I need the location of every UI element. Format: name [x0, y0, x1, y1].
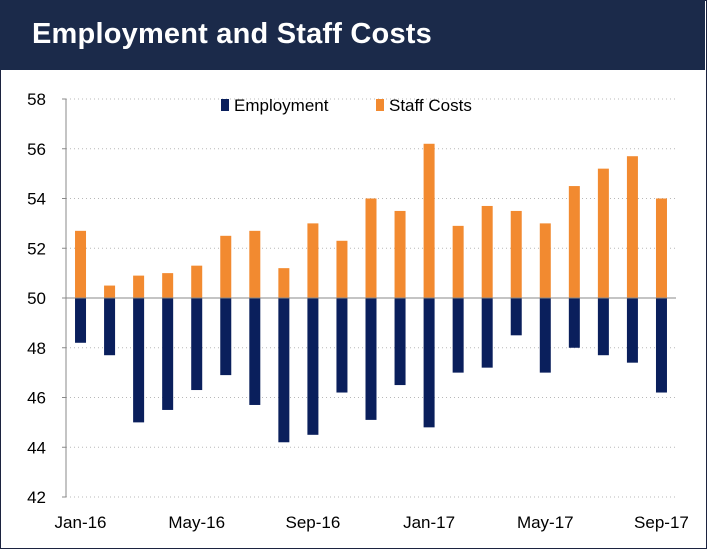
- employment-bar: [423, 298, 435, 428]
- y-tick-label: 44: [27, 438, 46, 457]
- staff-costs-bar: [510, 210, 522, 298]
- legend-swatch-employment: [221, 99, 229, 111]
- staff-costs-bar: [626, 156, 638, 298]
- staff-costs-bar: [133, 275, 145, 298]
- employment-bar: [655, 298, 667, 393]
- staff-costs-bar: [249, 230, 261, 298]
- staff-costs-bar: [452, 225, 464, 298]
- y-tick-label: 48: [27, 339, 46, 358]
- employment-bar: [307, 298, 319, 435]
- staff-costs-bar: [597, 168, 609, 298]
- staff-costs-bar: [365, 198, 377, 298]
- employment-bar: [249, 298, 261, 405]
- y-tick-label: 58: [27, 90, 46, 109]
- y-tick-label: 52: [27, 239, 46, 258]
- staff-costs-bar: [278, 268, 290, 298]
- x-tick-label: May-16: [168, 513, 225, 532]
- x-tick-label: May-17: [517, 513, 574, 532]
- y-tick-label: 50: [27, 289, 46, 308]
- employment-bar: [597, 298, 609, 356]
- staff-costs-bar: [307, 223, 319, 298]
- employment-bar: [278, 298, 290, 443]
- y-tick-label: 54: [27, 190, 46, 209]
- tick-labels: 42 44 46 48 50 52 54 56 58 Jan-16 May-16 Sep-16 Jan-…: [27, 90, 689, 532]
- employment-bar: [191, 298, 203, 391]
- legend-label-staff-costs: Staff Costs: [389, 96, 472, 115]
- employment-bar: [568, 298, 580, 348]
- staff-costs-bar: [423, 143, 435, 298]
- employment-bar: [394, 298, 406, 386]
- staff-costs-bar: [191, 265, 203, 298]
- employment-bar: [220, 298, 232, 376]
- employment-bar: [626, 298, 638, 363]
- staff-costs-bar: [394, 210, 406, 298]
- x-tick-label: Jan-16: [55, 513, 107, 532]
- staff-costs-bar: [539, 223, 551, 298]
- employment-bar: [481, 298, 493, 368]
- employment-bar: [104, 298, 116, 356]
- chart-title: Employment and Staff Costs: [32, 18, 432, 50]
- staff-costs-bar: [104, 285, 116, 298]
- x-tick-label: Sep-16: [285, 513, 340, 532]
- staff-costs-bar: [75, 230, 87, 298]
- x-tick-label: Sep-17: [634, 513, 689, 532]
- legend: Employment Staff Costs: [221, 96, 472, 115]
- employment-bar: [539, 298, 551, 373]
- y-tick-label: 56: [27, 140, 46, 159]
- employment-bar: [336, 298, 348, 393]
- employment-bar: [365, 298, 377, 420]
- employment-bar: [133, 298, 145, 423]
- bars: [75, 143, 667, 443]
- employment-bar: [510, 298, 522, 336]
- staff-costs-bar: [568, 186, 580, 298]
- legend-label-employment: Employment: [234, 96, 329, 115]
- x-tick-label: Jan-17: [403, 513, 455, 532]
- y-tick-label: 42: [27, 488, 46, 507]
- staff-costs-bar: [336, 240, 348, 298]
- staff-costs-bar: [655, 198, 667, 298]
- staff-costs-bar: [162, 273, 174, 298]
- staff-costs-bar: [481, 205, 493, 298]
- employment-bar: [162, 298, 174, 410]
- staff-costs-bar: [220, 235, 232, 298]
- employment-bar: [452, 298, 464, 373]
- employment-bar: [75, 298, 87, 343]
- axes: [62, 98, 676, 498]
- legend-swatch-staff-costs: [376, 99, 384, 111]
- y-tick-label: 46: [27, 389, 46, 408]
- title-bar: Employment and Staff Costs: [0, 0, 705, 70]
